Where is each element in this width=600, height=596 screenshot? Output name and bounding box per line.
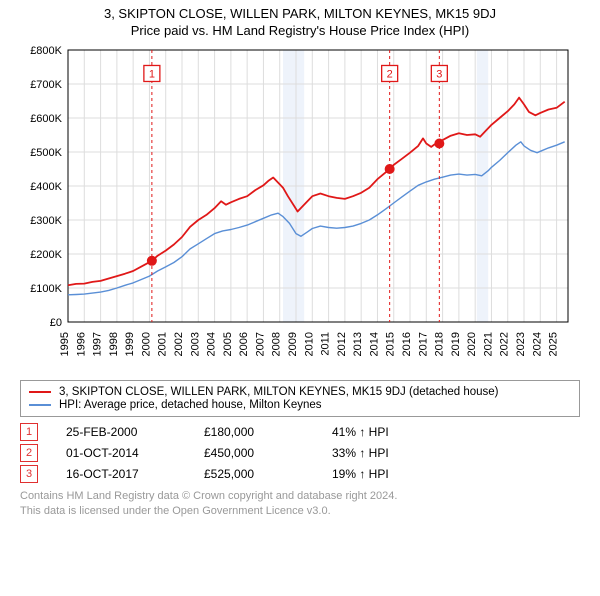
legend-row-property: 3, SKIPTON CLOSE, WILLEN PARK, MILTON KE… bbox=[29, 386, 571, 398]
svg-text:2001: 2001 bbox=[157, 332, 169, 356]
svg-text:2023: 2023 bbox=[515, 332, 527, 356]
svg-text:2018: 2018 bbox=[434, 332, 446, 356]
sales-table: 1 25-FEB-2000 £180,000 41% ↑ HPI 2 01-OCT-201… bbox=[20, 423, 580, 483]
legend-label-hpi: HPI: Average price, detached house, Milt… bbox=[59, 399, 322, 411]
svg-text:£700K: £700K bbox=[30, 79, 62, 91]
svg-text:2011: 2011 bbox=[320, 332, 332, 356]
svg-text:2015: 2015 bbox=[385, 332, 397, 356]
legend-label-property: 3, SKIPTON CLOSE, WILLEN PARK, MILTON KE… bbox=[59, 386, 499, 398]
sale-price: £525,000 bbox=[204, 467, 304, 481]
sales-row: 3 16-OCT-2017 £525,000 19% ↑ HPI bbox=[20, 465, 580, 483]
sale-price: £450,000 bbox=[204, 446, 304, 460]
svg-text:2000: 2000 bbox=[140, 332, 152, 356]
attribution-line2: This data is licensed under the Open Gov… bbox=[20, 504, 580, 519]
attribution: Contains HM Land Registry data © Crown c… bbox=[20, 489, 580, 519]
sale-pct: 19% ↑ HPI bbox=[332, 467, 442, 481]
svg-text:2005: 2005 bbox=[222, 332, 234, 356]
svg-text:£300K: £300K bbox=[30, 215, 62, 227]
sale-marker-box: 3 bbox=[20, 465, 38, 483]
chart-area: £0 £100K £200K £300K £400K £500K £600K £700K £80… bbox=[20, 44, 580, 374]
svg-text:£600K: £600K bbox=[30, 113, 62, 125]
svg-text:2014: 2014 bbox=[368, 332, 380, 356]
svg-text:1996: 1996 bbox=[75, 332, 87, 356]
chart-subtitle: Price paid vs. HM Land Registry's House … bbox=[0, 23, 600, 38]
chart-title: 3, SKIPTON CLOSE, WILLEN PARK, MILTON KE… bbox=[0, 6, 600, 21]
legend-swatch-property bbox=[29, 391, 51, 394]
attribution-line1: Contains HM Land Registry data © Crown c… bbox=[20, 489, 580, 504]
svg-text:2016: 2016 bbox=[401, 332, 413, 356]
svg-text:2022: 2022 bbox=[499, 332, 511, 356]
chart-svg: £0 £100K £200K £300K £400K £500K £600K £700K £80… bbox=[20, 44, 580, 374]
svg-text:2021: 2021 bbox=[482, 332, 494, 356]
svg-text:£200K: £200K bbox=[30, 249, 62, 261]
sale-date: 01-OCT-2014 bbox=[66, 446, 176, 460]
sale-price: £180,000 bbox=[204, 425, 304, 439]
svg-text:1997: 1997 bbox=[92, 332, 104, 356]
svg-text:2025: 2025 bbox=[548, 332, 560, 356]
legend-row-hpi: HPI: Average price, detached house, Milt… bbox=[29, 399, 571, 411]
sale-marker-box: 1 bbox=[20, 423, 38, 441]
sale-marker-box: 2 bbox=[20, 444, 38, 462]
sales-row: 1 25-FEB-2000 £180,000 41% ↑ HPI bbox=[20, 423, 580, 441]
svg-text:2002: 2002 bbox=[173, 332, 185, 356]
svg-text:1: 1 bbox=[149, 68, 155, 80]
svg-text:2: 2 bbox=[387, 68, 393, 80]
legend: 3, SKIPTON CLOSE, WILLEN PARK, MILTON KE… bbox=[20, 380, 580, 417]
svg-text:2020: 2020 bbox=[466, 332, 478, 356]
svg-text:2024: 2024 bbox=[531, 332, 543, 356]
svg-text:3: 3 bbox=[436, 68, 442, 80]
svg-text:2006: 2006 bbox=[238, 332, 250, 356]
svg-text:£500K: £500K bbox=[30, 147, 62, 159]
svg-text:2012: 2012 bbox=[336, 332, 348, 356]
svg-text:£800K: £800K bbox=[30, 45, 62, 57]
svg-text:2008: 2008 bbox=[271, 332, 283, 356]
svg-text:£100K: £100K bbox=[30, 283, 62, 295]
svg-text:1995: 1995 bbox=[59, 332, 71, 356]
svg-text:2010: 2010 bbox=[303, 332, 315, 356]
svg-text:2013: 2013 bbox=[352, 332, 364, 356]
svg-text:2009: 2009 bbox=[287, 332, 299, 356]
svg-text:2019: 2019 bbox=[450, 332, 462, 356]
sales-row: 2 01-OCT-2014 £450,000 33% ↑ HPI bbox=[20, 444, 580, 462]
svg-text:2007: 2007 bbox=[254, 332, 266, 356]
sale-date: 25-FEB-2000 bbox=[66, 425, 176, 439]
svg-text:1999: 1999 bbox=[124, 332, 136, 356]
svg-text:£0: £0 bbox=[50, 317, 62, 329]
svg-text:2004: 2004 bbox=[206, 332, 218, 356]
svg-text:£400K: £400K bbox=[30, 181, 62, 193]
sale-date: 16-OCT-2017 bbox=[66, 467, 176, 481]
svg-text:2017: 2017 bbox=[417, 332, 429, 356]
sale-pct: 41% ↑ HPI bbox=[332, 425, 442, 439]
svg-text:1998: 1998 bbox=[108, 332, 120, 356]
legend-swatch-hpi bbox=[29, 404, 51, 407]
svg-text:2003: 2003 bbox=[189, 332, 201, 356]
sale-pct: 33% ↑ HPI bbox=[332, 446, 442, 460]
